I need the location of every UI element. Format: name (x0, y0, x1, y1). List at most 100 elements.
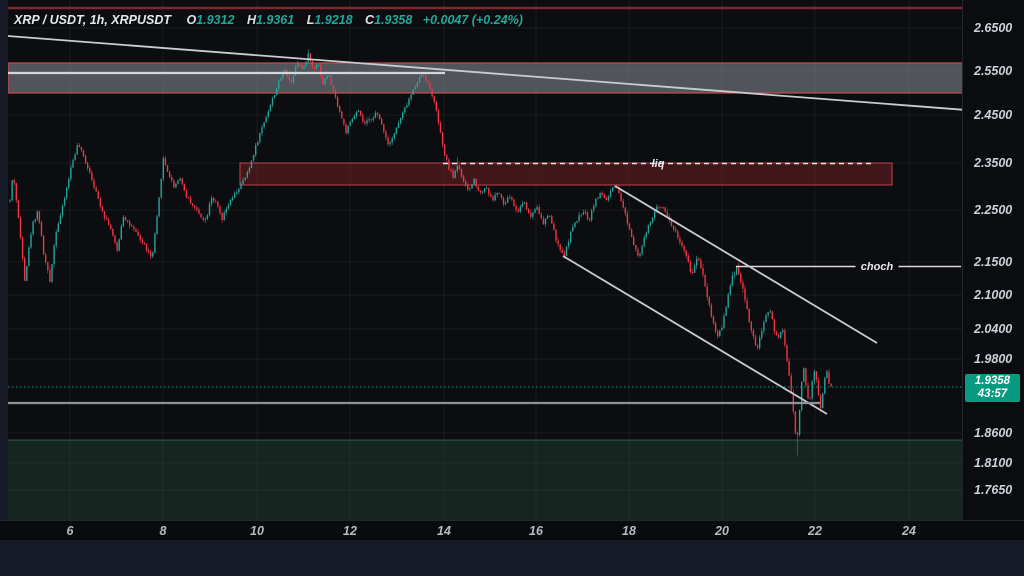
candle-body (101, 206, 104, 212)
candle-body (826, 371, 828, 379)
candlestick-chart[interactable]: liq choch (8, 0, 962, 520)
candle-body (580, 214, 582, 216)
liq-label[interactable]: liq (652, 158, 665, 170)
candle-body (55, 231, 57, 246)
time-axis[interactable] (0, 520, 1024, 541)
candle-body (355, 112, 358, 117)
time-axis-label: 8 (159, 524, 167, 538)
candle-body (156, 216, 158, 234)
candle-body (177, 180, 179, 184)
high-value: 1.9361 (255, 13, 295, 27)
candle-body (70, 167, 72, 179)
candle-body (689, 261, 692, 272)
candle-body (305, 61, 307, 66)
candle-body (691, 271, 694, 273)
candle-body (517, 209, 519, 212)
candle-body (213, 197, 215, 202)
candle-body (103, 211, 106, 219)
candle-body (620, 193, 622, 201)
supply-zone[interactable] (8, 62, 962, 94)
candle-body (597, 198, 599, 200)
candle-body (215, 201, 217, 202)
time-axis-label: 16 (529, 524, 543, 538)
time-axis-label: 12 (343, 524, 357, 538)
candle-body (523, 202, 526, 204)
candle-body (750, 321, 752, 331)
candle-body (276, 88, 278, 95)
candle-body (698, 258, 700, 261)
candle-body (780, 332, 782, 338)
candle-body (313, 67, 316, 69)
candle-body (17, 200, 20, 218)
candle-body (660, 206, 662, 208)
candle-body (385, 131, 387, 138)
choch-label[interactable]: choch (861, 261, 894, 273)
bar-countdown: 43:57 (977, 388, 1008, 400)
candle-body (714, 323, 717, 332)
price-axis[interactable] (962, 0, 1024, 520)
candle-body (511, 197, 513, 200)
candle-body (164, 158, 167, 166)
candle-body (448, 159, 450, 170)
candle-body (651, 217, 654, 223)
candle-body (402, 112, 404, 118)
candle-body (412, 89, 414, 95)
candle-body (717, 331, 719, 337)
candle-body (532, 212, 534, 217)
demand-zone[interactable] (8, 440, 962, 520)
candle-body (301, 65, 303, 69)
candle-body (332, 84, 335, 91)
candle-body (700, 260, 702, 268)
liq-zone[interactable] (239, 162, 893, 186)
candle-body (614, 186, 616, 188)
candle-body (664, 207, 666, 212)
candle-body (343, 118, 345, 125)
candle-body (116, 242, 118, 251)
candle-body (798, 409, 801, 435)
candle-body (334, 90, 337, 98)
candle-body (32, 221, 34, 235)
candle-body (433, 96, 435, 102)
price-axis-label: 1.8600 (974, 426, 1013, 440)
candle-body (393, 133, 395, 139)
candle-body (693, 265, 696, 273)
channel-upper-line[interactable] (614, 185, 878, 344)
candle-body (238, 189, 240, 193)
candle-body (488, 188, 490, 195)
channel-lower-line[interactable] (562, 255, 828, 415)
candle-body (469, 188, 471, 190)
candle-body (771, 311, 773, 320)
candle-body (110, 224, 112, 230)
candle-body (82, 150, 85, 157)
candle-body (626, 213, 629, 224)
candle-body (756, 345, 759, 348)
candle-body (601, 192, 603, 195)
candle-body (712, 316, 715, 324)
descending-trendline[interactable] (8, 35, 962, 111)
symbol-title: XRP / USDT, 1h, XRPUSDT (14, 13, 171, 27)
candle-body (521, 203, 524, 207)
candle-body (563, 252, 566, 256)
candle-body (824, 378, 826, 394)
candle-body (227, 205, 230, 209)
candle-body (637, 249, 639, 256)
candle-body (166, 165, 169, 172)
candle-body (710, 304, 713, 317)
candle-body (294, 66, 297, 76)
candle-body (74, 154, 76, 161)
candle-body (498, 192, 500, 194)
candle-body (565, 246, 568, 256)
candle-body (141, 239, 143, 243)
current-price-badge[interactable]: 1.9358 43:57 (965, 374, 1020, 402)
candle-body (118, 239, 120, 251)
candle-body (248, 167, 251, 173)
candle-body (502, 197, 505, 205)
symbol-legend[interactable]: XRP / USDT, 1h, XRPUSDT O1.9312 H1.9361 … (14, 13, 530, 27)
candle-body (240, 183, 242, 190)
candle-body (76, 145, 78, 155)
candle-body (830, 383, 832, 387)
candle-body (586, 212, 589, 220)
candle-body (328, 75, 330, 77)
candle-body (425, 75, 427, 81)
candle-body (366, 120, 368, 124)
